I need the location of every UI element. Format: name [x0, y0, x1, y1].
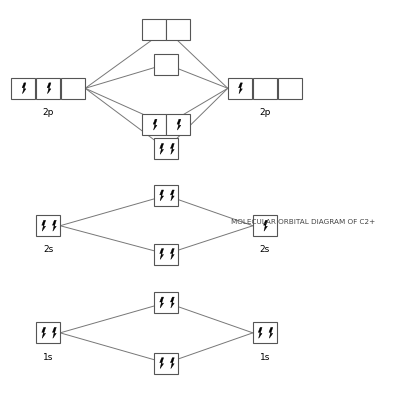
- Polygon shape: [52, 327, 56, 338]
- Polygon shape: [264, 220, 268, 231]
- Bar: [36, 215, 60, 236]
- Polygon shape: [170, 249, 174, 259]
- Bar: [154, 185, 178, 206]
- Bar: [166, 114, 190, 135]
- Polygon shape: [42, 220, 46, 231]
- Polygon shape: [170, 144, 174, 154]
- Polygon shape: [160, 144, 164, 154]
- Polygon shape: [269, 327, 273, 338]
- Polygon shape: [177, 119, 181, 130]
- Bar: [228, 78, 252, 99]
- Text: 2s: 2s: [43, 245, 53, 254]
- Polygon shape: [170, 297, 174, 308]
- Polygon shape: [47, 83, 51, 94]
- Bar: [278, 78, 302, 99]
- Bar: [142, 19, 166, 40]
- Text: 2p: 2p: [42, 108, 54, 117]
- Bar: [154, 243, 178, 265]
- Polygon shape: [170, 190, 174, 201]
- Polygon shape: [52, 220, 56, 231]
- Bar: [253, 322, 277, 344]
- Polygon shape: [258, 327, 262, 338]
- Text: 1s: 1s: [260, 352, 270, 361]
- Bar: [253, 78, 277, 99]
- Bar: [11, 78, 35, 99]
- Polygon shape: [160, 358, 164, 369]
- Bar: [61, 78, 85, 99]
- Polygon shape: [42, 327, 46, 338]
- Polygon shape: [160, 249, 164, 259]
- Polygon shape: [160, 297, 164, 308]
- Text: 2p: 2p: [259, 108, 270, 117]
- Text: 1s: 1s: [43, 352, 54, 361]
- Bar: [154, 54, 178, 74]
- Text: 2s: 2s: [260, 245, 270, 254]
- Bar: [142, 114, 166, 135]
- Bar: [166, 19, 190, 40]
- Bar: [154, 292, 178, 313]
- Bar: [154, 352, 178, 374]
- Bar: [36, 78, 60, 99]
- Bar: [253, 215, 277, 236]
- Text: MOLECULAR ORBITAL DIAGRAM OF C2+: MOLECULAR ORBITAL DIAGRAM OF C2+: [231, 219, 376, 225]
- Polygon shape: [238, 83, 242, 94]
- Polygon shape: [153, 119, 157, 130]
- Polygon shape: [170, 358, 174, 369]
- Polygon shape: [22, 83, 26, 94]
- Bar: [36, 322, 60, 344]
- Polygon shape: [160, 190, 164, 201]
- Bar: [154, 138, 178, 160]
